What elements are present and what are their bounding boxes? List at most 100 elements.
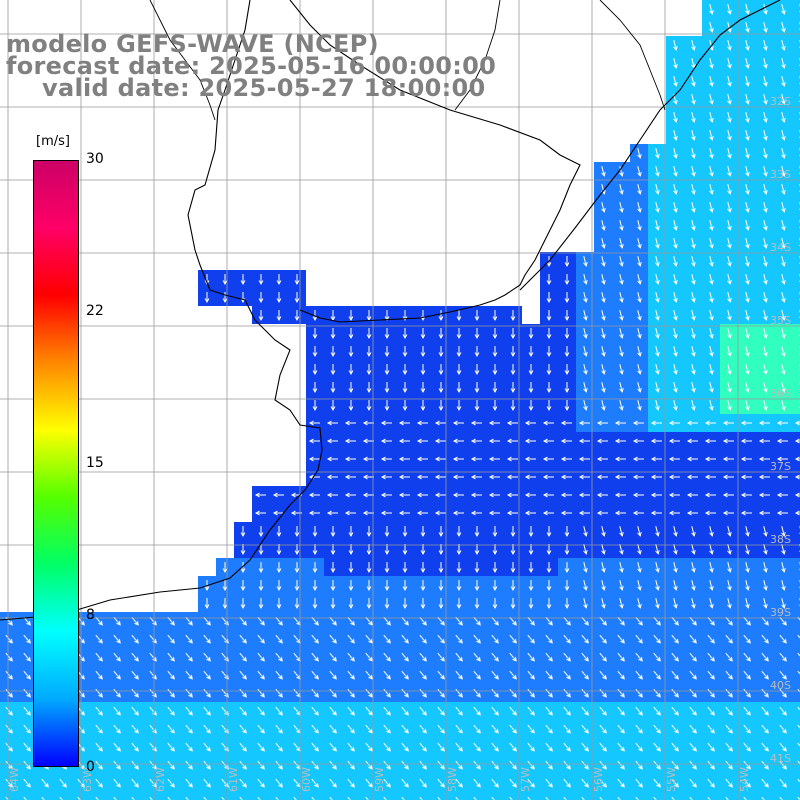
wind-arrow (311, 652, 319, 662)
wind-arrowhead (637, 369, 642, 375)
lat-label: 34S (770, 241, 791, 254)
wind-arrow (563, 724, 571, 734)
coastline-uruguay (519, 0, 781, 291)
wind-arrow (673, 310, 677, 320)
wind-arrow (583, 256, 587, 266)
wind-arrow (653, 652, 661, 662)
wind-arrowhead (781, 171, 786, 177)
wind-arrow (473, 670, 481, 680)
wind-arrow (581, 616, 589, 626)
wind-arrowhead (458, 782, 463, 788)
wind-arrowhead (758, 474, 764, 480)
wind-arrow (149, 670, 157, 680)
wind-arrowhead (434, 492, 440, 498)
wind-arrowhead (674, 656, 679, 662)
wind-arrow (545, 724, 553, 734)
wind-arrowhead (366, 388, 372, 394)
wind-arrow (329, 616, 337, 626)
wind-arrowhead (673, 531, 678, 537)
wind-arrow (311, 796, 315, 800)
wind-arrowhead (655, 333, 660, 339)
wind-arrow (691, 580, 695, 590)
wind-arrowhead (746, 656, 751, 662)
wind-arrowhead (492, 550, 498, 556)
wind-arrowhead (530, 656, 535, 662)
wind-arrowhead (492, 352, 498, 358)
wind-arrow (725, 670, 733, 680)
wind-arrowhead (366, 550, 372, 556)
wind-arrow (275, 616, 283, 626)
wind-arrowhead (222, 604, 228, 610)
wind-arrowhead (710, 692, 715, 698)
wind-cell (342, 792, 360, 800)
wind-arrowhead (745, 153, 750, 159)
wind-arrowhead (564, 550, 570, 556)
wind-arrow (707, 778, 715, 788)
wind-arrowhead (26, 656, 31, 662)
wind-arrow (727, 544, 731, 554)
wind-arrow (347, 616, 355, 626)
wind-arrow (653, 760, 661, 770)
wind-arrowhead (314, 638, 319, 644)
wind-arrow (781, 94, 785, 104)
wind-arrow (763, 130, 767, 140)
wind-arrowhead (776, 474, 782, 480)
wind-arrowhead (691, 117, 696, 123)
wind-arrowhead (740, 456, 746, 462)
wind-arrow (257, 724, 265, 734)
wind-arrowhead (242, 782, 247, 788)
wind-arrowhead (691, 405, 696, 411)
wind-arrowhead (240, 568, 246, 574)
wind-arrowhead (727, 153, 732, 159)
wind-arrowhead (402, 604, 408, 610)
wind-arrowhead (222, 280, 228, 286)
wind-arrow (23, 796, 27, 800)
wind-arrowhead (294, 604, 300, 610)
wind-arrow (599, 706, 607, 716)
wind-arrowhead (510, 316, 516, 322)
wind-arrowhead (692, 782, 697, 788)
wind-arrowhead (709, 279, 714, 285)
wind-arrowhead (242, 620, 247, 626)
wind-arrowhead (116, 782, 121, 788)
wind-arrow (275, 742, 283, 752)
wind-arrowhead (763, 207, 768, 213)
wind-cell (450, 792, 468, 800)
wind-arrow (257, 796, 261, 800)
wind-arrowhead (524, 438, 530, 444)
wind-arrowhead (422, 674, 427, 680)
wind-arrowhead (26, 728, 31, 734)
wind-arrowhead (578, 474, 584, 480)
wind-arrow (763, 184, 767, 194)
wind-arrowhead (456, 334, 462, 340)
wind-arrowhead (619, 387, 624, 393)
wind-arrowhead (745, 369, 750, 375)
wind-arrowhead (242, 728, 247, 734)
wind-arrowhead (362, 420, 368, 426)
wind-arrowhead (512, 710, 517, 716)
wind-arrow (383, 778, 391, 788)
wind-arrow (583, 544, 587, 554)
wind-arrowhead (655, 315, 660, 321)
wind-arrowhead (637, 351, 642, 357)
wind-arrowhead (80, 674, 85, 680)
wind-arrow (563, 760, 571, 770)
wind-arrow (781, 580, 785, 590)
wind-arrowhead (728, 656, 733, 662)
wind-arrow (637, 598, 641, 608)
wind-arrow (727, 76, 731, 86)
wind-arrowhead (763, 225, 768, 231)
wind-arrow (691, 148, 695, 158)
wind-arrowhead (98, 674, 103, 680)
wind-arrowhead (601, 369, 606, 375)
wind-arrow (673, 346, 677, 356)
wind-arrowhead (727, 603, 732, 609)
wind-arrow (797, 724, 800, 729)
wind-arrowhead (782, 764, 787, 770)
wind-arrowhead (548, 782, 553, 788)
wind-arrow (671, 616, 679, 626)
wind-arrowhead (384, 406, 390, 412)
wind-arrowhead (348, 388, 354, 394)
wind-arrowhead (348, 316, 354, 322)
wind-arrow (743, 760, 751, 770)
